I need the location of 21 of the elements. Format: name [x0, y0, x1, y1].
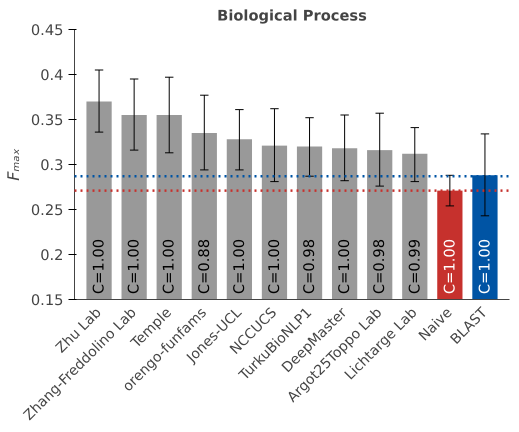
annotation: C=0.98: [371, 238, 388, 294]
annotation: C=0.98: [301, 238, 318, 294]
annotation: C=1.00: [160, 238, 178, 294]
y-axis-title: Fₘₐₓ: [4, 148, 23, 181]
y-tick-label: 0.25: [30, 202, 64, 219]
annotation: C=0.88: [196, 238, 213, 294]
y-tick-label: 0.4: [40, 67, 64, 84]
y-tick-label: 0.45: [30, 22, 64, 39]
y-tick-label: 0.3: [40, 157, 64, 174]
annotation: C=1.00: [266, 238, 283, 294]
annotation: C=1.00: [476, 238, 494, 294]
y-tick-label: 0.35: [30, 112, 64, 129]
annotation: C=1.00: [126, 238, 143, 294]
annotation: C=1.00: [90, 238, 108, 294]
annotation: C=0.99: [406, 238, 424, 294]
annotation: C=1.00: [441, 238, 458, 294]
annotation: C=1.00: [336, 238, 354, 294]
annotation: C=1.00: [230, 238, 248, 294]
chart-title: Biological Process: [217, 8, 368, 24]
y-tick-label: 0.15: [30, 292, 64, 309]
y-tick-label: 0.2: [40, 247, 64, 264]
